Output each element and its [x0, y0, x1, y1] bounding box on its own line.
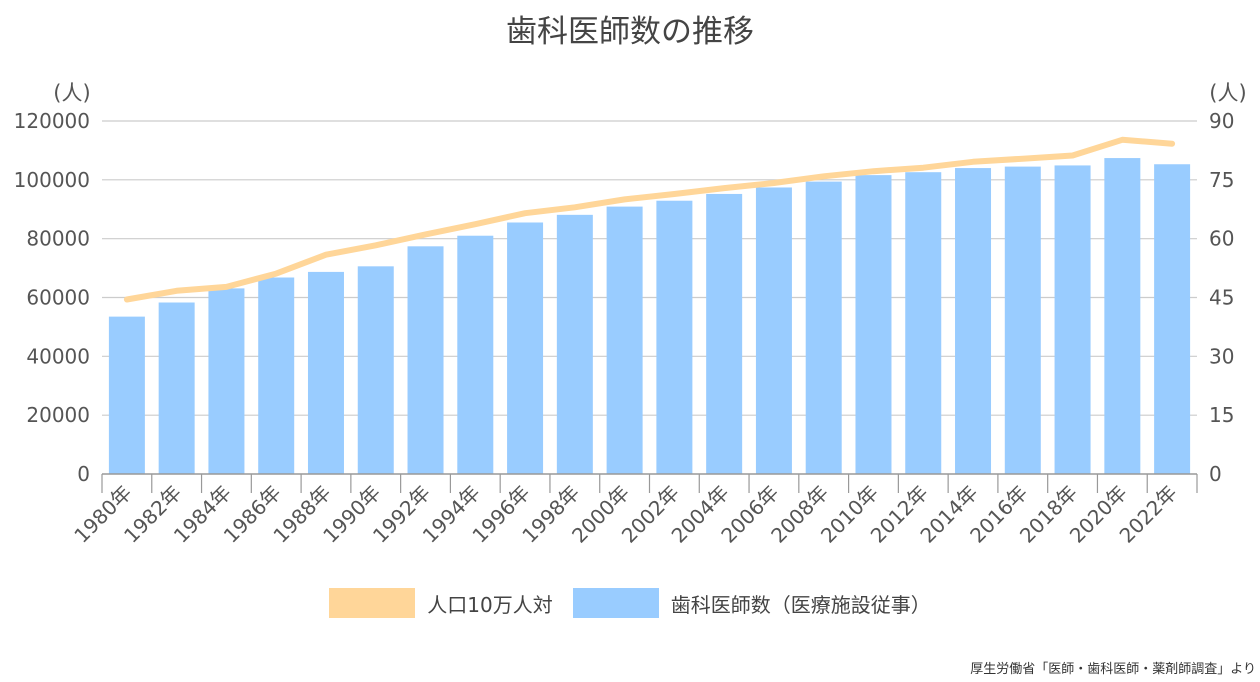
bar	[656, 200, 693, 474]
y-tick-label-left: 40000	[26, 344, 90, 368]
bar	[507, 222, 544, 474]
y-tick-label-right: 60	[1209, 227, 1234, 251]
bar	[307, 271, 344, 474]
bar	[905, 172, 942, 474]
legend-label-bar: 歯科医師数（医療施設従事）	[670, 592, 931, 617]
chart-title: 歯科医師数の推移	[506, 14, 754, 50]
bar	[805, 181, 842, 474]
bar-series	[108, 158, 1191, 475]
bar	[1104, 158, 1141, 474]
bar	[955, 168, 992, 475]
y-tick-label-right: 45	[1209, 286, 1234, 310]
bar	[755, 187, 792, 474]
legend-swatch-bar	[572, 588, 659, 618]
line-path	[123, 136, 1176, 303]
bar	[1154, 164, 1191, 474]
legend-item-bar: 歯科医師数（医療施設従事）	[572, 588, 931, 618]
y-axis-label-right: (人)	[1209, 81, 1246, 105]
y-tick-label-left: 80000	[26, 227, 90, 251]
y-tick-label-left: 120000	[14, 109, 90, 133]
bar	[556, 214, 593, 474]
bar	[158, 302, 195, 474]
legend-item-line: 人口10万人対	[329, 588, 553, 618]
bar	[357, 266, 394, 474]
legend: 人口10万人対 歯科医師数（医療施設従事）	[0, 588, 1260, 618]
bar	[855, 175, 892, 475]
bar	[706, 193, 743, 474]
bar	[258, 277, 295, 474]
bar	[108, 316, 145, 474]
y-tick-label-left: 0	[77, 462, 90, 486]
y-tick-label-right: 0	[1209, 462, 1222, 486]
bar	[457, 235, 494, 474]
y-tick-label-right: 15	[1209, 403, 1234, 427]
y-axis-label-left: (人)	[53, 81, 90, 105]
bar	[407, 246, 444, 474]
source-note: 厚生労働省「医師・歯科医師・薬剤師調査」より	[970, 662, 1256, 677]
y-tick-label-right: 30	[1209, 344, 1234, 368]
bar	[1054, 165, 1091, 474]
y-tick-label-right: 75	[1209, 168, 1234, 192]
y-tick-label-left: 20000	[26, 403, 90, 427]
line-series	[123, 136, 1176, 303]
bar	[1004, 166, 1041, 475]
bar	[606, 206, 643, 475]
y-tick-label-left: 100000	[14, 168, 90, 192]
y-tick-label-left: 60000	[26, 286, 90, 310]
legend-label-line: 人口10万人対	[427, 592, 553, 617]
legend-swatch-line	[329, 588, 416, 618]
bar	[208, 288, 245, 474]
y-tick-label-right: 90	[1209, 109, 1234, 133]
